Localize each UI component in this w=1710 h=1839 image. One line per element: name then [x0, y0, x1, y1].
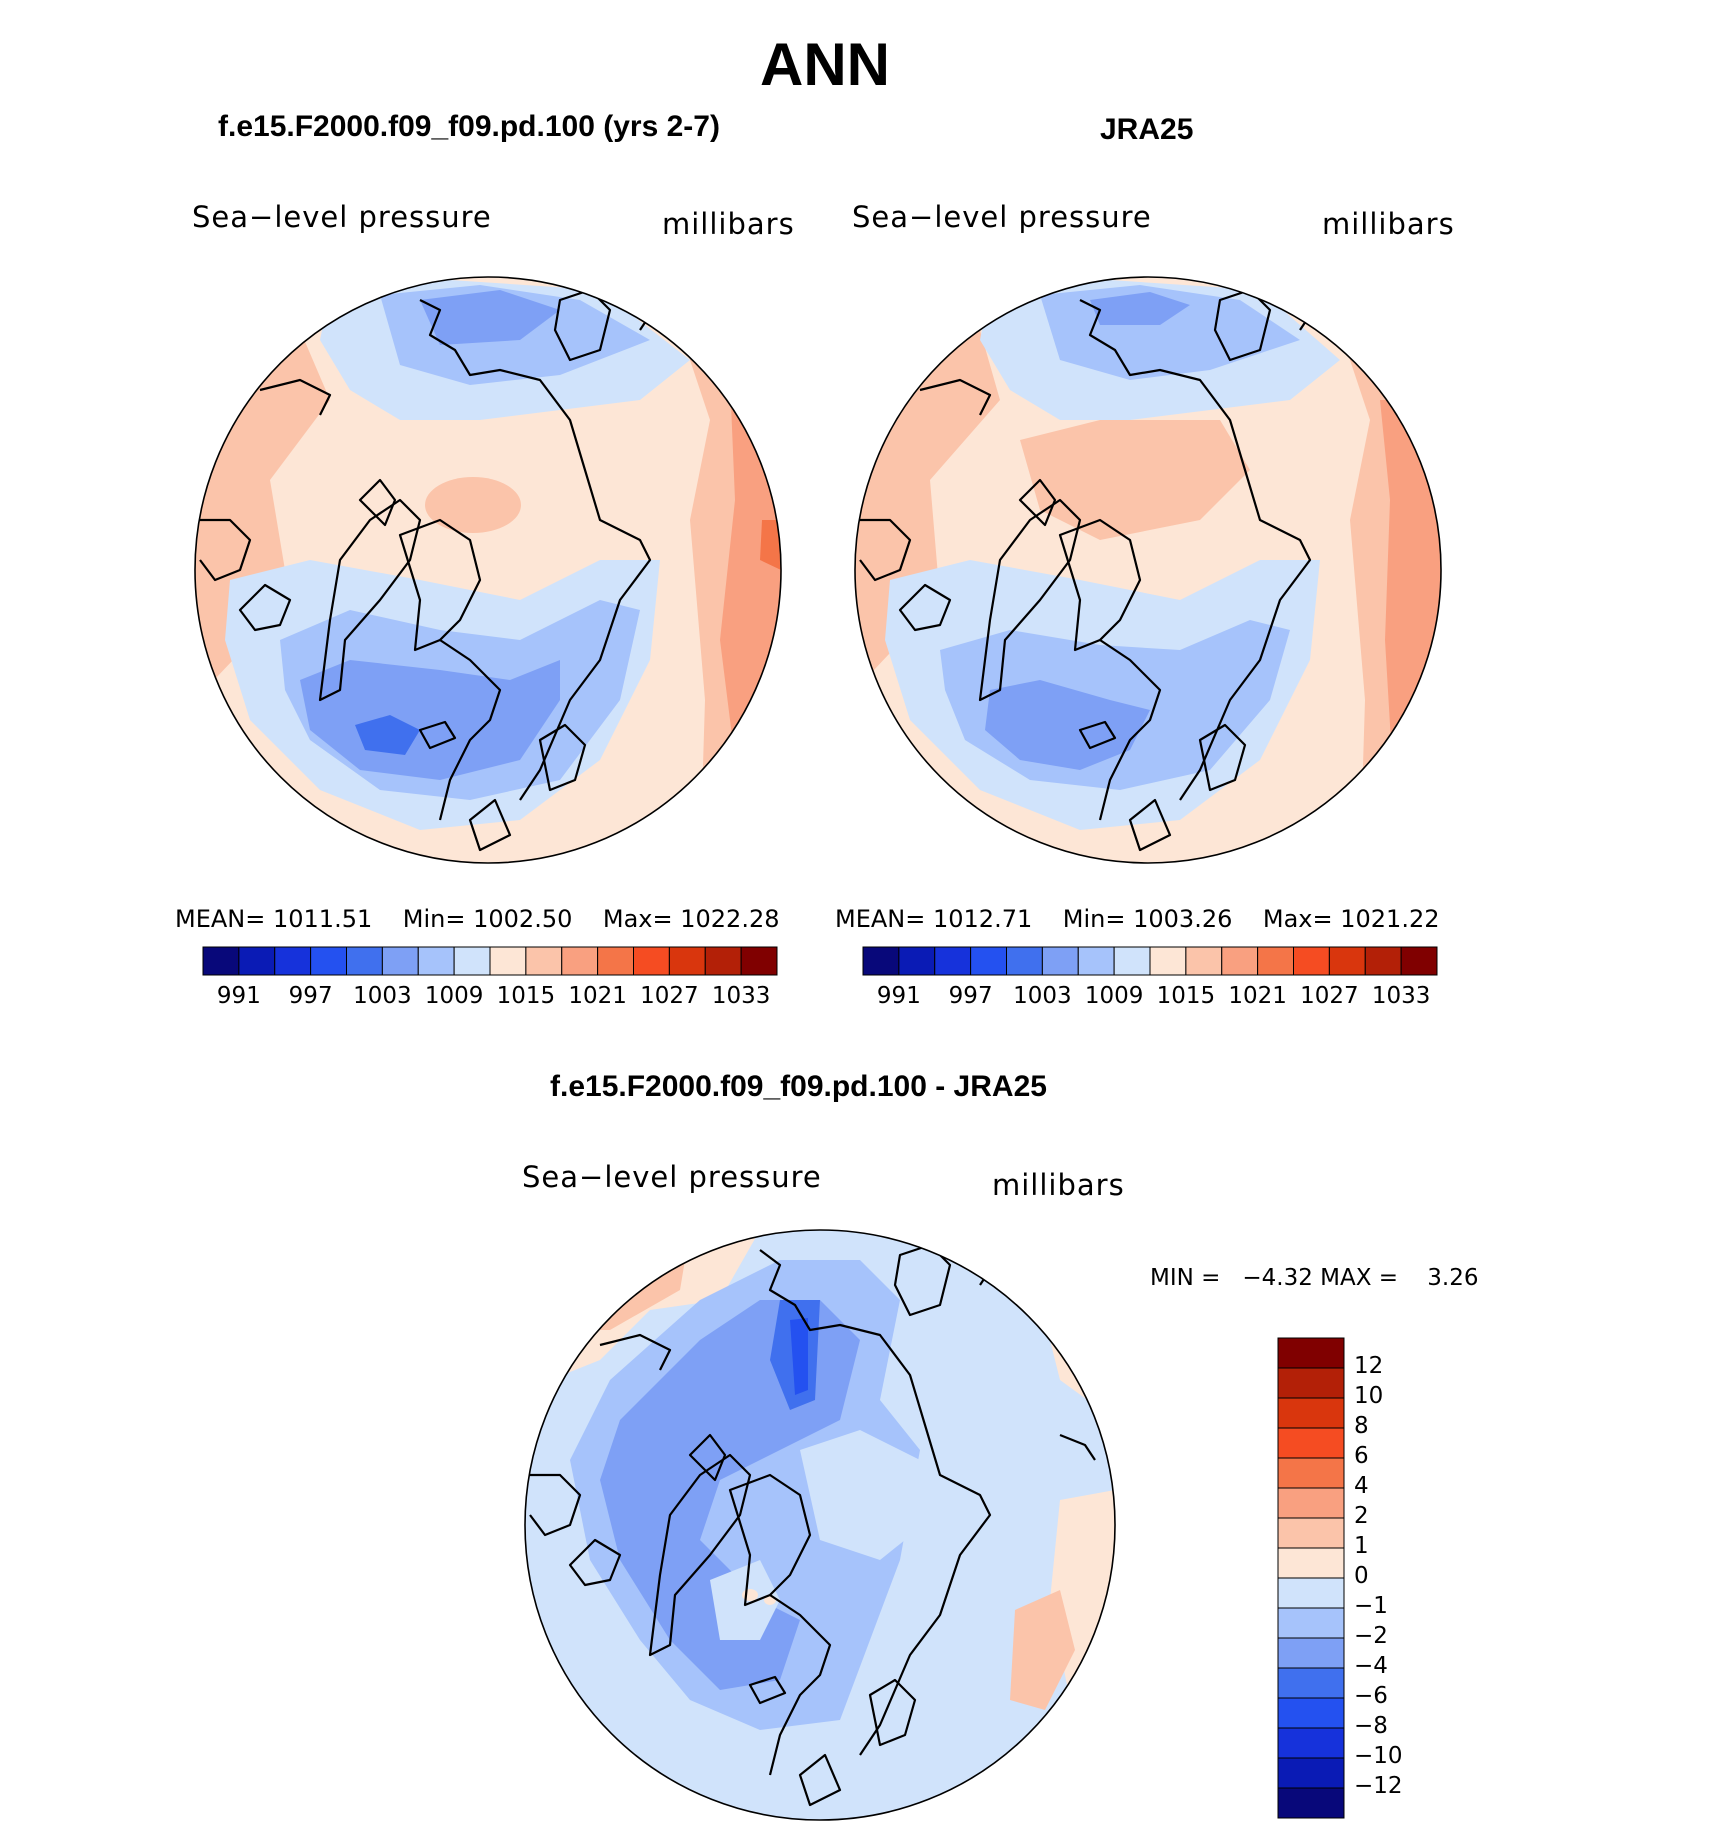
- panel1-stats: MEAN= 1011.51 Min= 1002.50 Max= 1022.28: [175, 905, 780, 933]
- colorbar-panel1-tick-label: 1021: [568, 983, 627, 1009]
- colorbar-panel2-tick-label: 1015: [1156, 983, 1216, 1009]
- panel2-mean: 1012.71: [933, 905, 1033, 933]
- panel2-min-label: Min=: [1062, 905, 1126, 933]
- colorbar-panel2-tick-label: 991: [876, 983, 921, 1009]
- colorbar-diff-tick-label: 1: [1354, 1533, 1369, 1559]
- colorbar-panel2-tick-label: 1033: [1371, 983, 1431, 1009]
- panel1-units: millibars: [662, 207, 795, 241]
- colorbar-diff-tick-label: −4: [1354, 1653, 1388, 1679]
- colorbar-panel1-tick-label: 1015: [496, 983, 556, 1009]
- panel2-units: millibars: [1322, 207, 1455, 241]
- panel2-max: 1021.22: [1340, 905, 1440, 933]
- panel1-mean: 1011.51: [273, 905, 373, 933]
- colorbar-diff-tick-label: −10: [1354, 1743, 1403, 1769]
- colorbar-diff-tick-label: 6: [1354, 1443, 1369, 1469]
- map-panel2: [854, 276, 1442, 864]
- colorbar-panel2-tick-label: 997: [948, 983, 993, 1009]
- panel1-max-label: Max=: [602, 905, 673, 933]
- colorbar-panel2-tick-label: 1009: [1084, 983, 1144, 1009]
- colorbar-diff-tick-label: −6: [1354, 1683, 1388, 1709]
- colorbar-diff-tick-label: 12: [1354, 1353, 1384, 1379]
- colorbar-panel1-tick-label: 997: [288, 983, 333, 1009]
- colorbar-diff-tick-label: −2: [1354, 1623, 1388, 1649]
- panel1-min: 1002.50: [473, 905, 573, 933]
- panel2-stats: MEAN= 1012.71 Min= 1003.26 Max= 1021.22: [835, 905, 1440, 933]
- panel2-max-label: Max=: [1262, 905, 1333, 933]
- panel2-variable: Sea−level pressure: [852, 200, 1152, 234]
- panel1-mean-label: MEAN=: [175, 905, 266, 933]
- diff-stats: MIN = −4.32 MAX = 3.26: [1150, 1265, 1479, 1291]
- colorbar-diff-tick-label: 10: [1354, 1383, 1384, 1409]
- panel1-title: f.e15.F2000.f09_f09.pd.100 (yrs 2-7): [218, 110, 720, 143]
- map-panel1: [194, 276, 782, 864]
- colorbar-panel1-tick-label: 991: [216, 983, 261, 1009]
- colorbar-panel2-tick-label: 1021: [1228, 983, 1287, 1009]
- diff-variable: Sea−level pressure: [522, 1160, 822, 1194]
- panel1-variable: Sea−level pressure: [192, 200, 492, 234]
- colorbar-panel1-tick-label: 1003: [353, 983, 412, 1009]
- figure-title: ANN: [760, 31, 890, 98]
- colorbar-panel2-tick-label: 1027: [1300, 983, 1359, 1009]
- panel1-max: 1022.28: [680, 905, 780, 933]
- colorbar-diff-tick-label: 4: [1354, 1473, 1369, 1499]
- panel2-title: JRA25: [1100, 113, 1194, 146]
- colorbar-diff-tick-label: 8: [1354, 1413, 1369, 1439]
- colorbar-panel1-tick-label: 1033: [711, 983, 771, 1009]
- colorbar-panel1-tick-label: 1027: [640, 983, 699, 1009]
- panel2-mean-label: MEAN=: [835, 905, 926, 933]
- panel2-min: 1003.26: [1133, 905, 1233, 933]
- colorbar-diff-tick-label: 2: [1354, 1503, 1369, 1529]
- diff-units: millibars: [992, 1168, 1125, 1202]
- panel1-min-label: Min=: [402, 905, 466, 933]
- colorbar-diff-tick-label: −8: [1354, 1713, 1388, 1739]
- colorbar-panel2-tick-label: 1003: [1013, 983, 1072, 1009]
- colorbar-panel1-tick-label: 1009: [424, 983, 484, 1009]
- colorbar-diff-tick-label: −1: [1354, 1593, 1388, 1619]
- diff-title: f.e15.F2000.f09_f09.pd.100 - JRA25: [550, 1070, 1047, 1103]
- colorbar-diff-tick-label: −12: [1354, 1773, 1403, 1799]
- colorbar-diff-tick-label: 0: [1354, 1563, 1369, 1589]
